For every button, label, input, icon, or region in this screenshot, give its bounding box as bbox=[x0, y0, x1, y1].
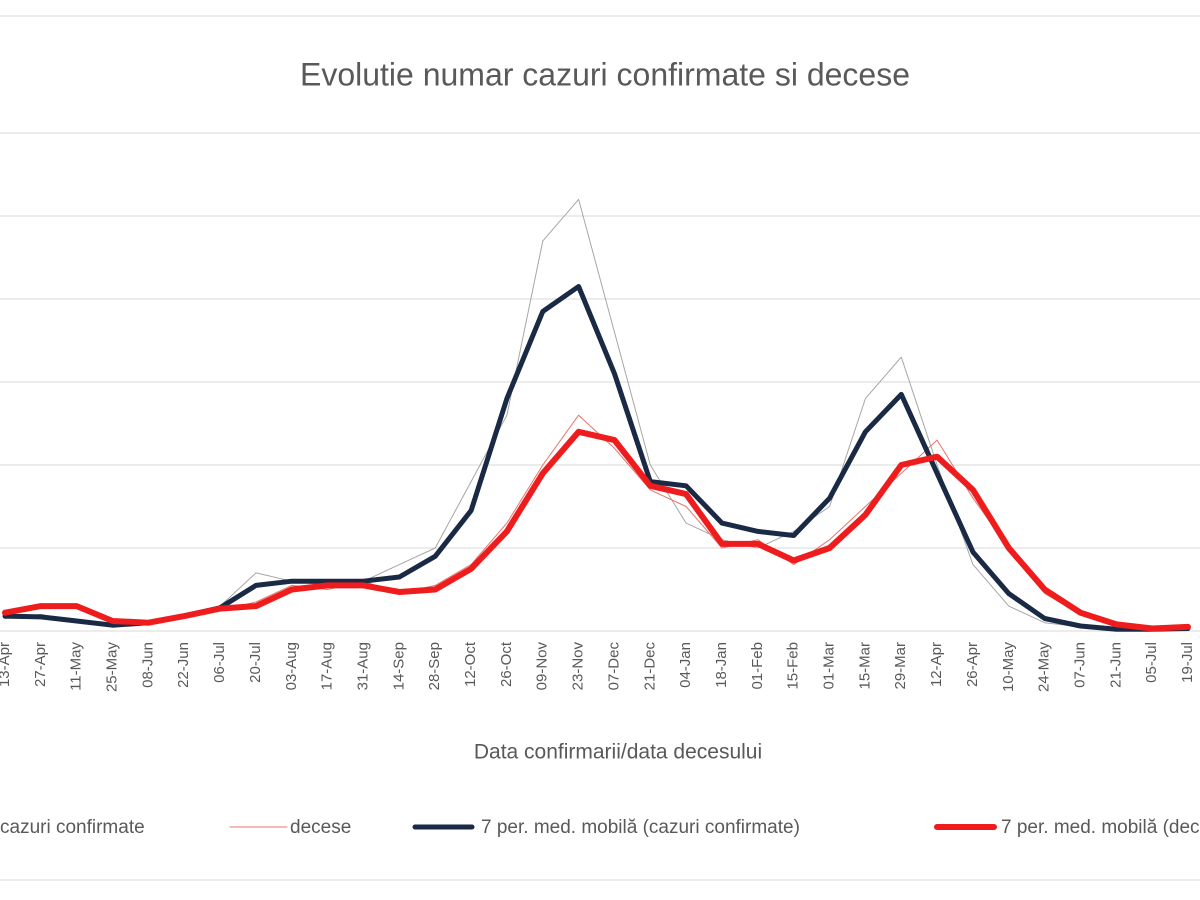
x-tick-label: 12-Apr bbox=[928, 642, 945, 687]
x-axis-label: Data confirmarii/data decesului bbox=[474, 741, 762, 764]
x-tick-label: 31-Aug bbox=[354, 642, 371, 690]
x-tick-label: 17-Aug bbox=[319, 642, 336, 690]
x-tick-label: 04-Jan bbox=[677, 642, 694, 688]
x-tick-label: 24-May bbox=[1036, 642, 1053, 693]
x-tick-label: 07-Jun bbox=[1071, 642, 1088, 688]
x-tick-label: 28-Sep bbox=[426, 642, 443, 690]
x-tick-label: 03-Aug bbox=[283, 642, 300, 690]
series-line bbox=[4, 198, 1189, 630]
x-tick-label: 19-Jul bbox=[1179, 642, 1196, 683]
legend: cazuri confirmate decese 7 per. med. mobil… bbox=[0, 817, 1200, 838]
x-tick-label: 21-Dec bbox=[641, 642, 658, 691]
legend-label: 7 per. med. mobilă (cazuri confirmate) bbox=[481, 817, 800, 838]
x-tick-label: 08-Jun bbox=[139, 642, 156, 688]
x-tick-label: 15-Feb bbox=[785, 642, 802, 690]
x-axis: 13-Apr 27-Apr 11-May 25-May 08-Jun 22-Jun 06-J… bbox=[0, 641, 1196, 692]
x-tick-label: 11-May bbox=[68, 642, 85, 691]
x-tick-label: 21-Jun bbox=[1107, 642, 1124, 688]
x-tick-label: 26-Oct bbox=[498, 641, 515, 687]
legend-label: decese bbox=[290, 817, 351, 838]
grid bbox=[0, 132, 1200, 632]
plot bbox=[2, 198, 1191, 632]
x-tick-label: 12-Oct bbox=[462, 641, 479, 687]
x-tick-label: 06-Jul bbox=[211, 642, 228, 683]
x-tick-label: 01-Mar bbox=[821, 642, 838, 690]
x-tick-label: 22-Jun bbox=[175, 642, 192, 688]
x-tick-label: 14-Sep bbox=[390, 642, 407, 690]
x-tick-label: 29-Mar bbox=[892, 642, 909, 690]
legend-label: 7 per. med. mobilă (decese) bbox=[1001, 817, 1200, 838]
x-tick-label: 05-Jul bbox=[1143, 642, 1160, 683]
x-tick-label: 27-Apr bbox=[32, 642, 49, 687]
chart-title: Evolutie numar cazuri confirmate si dece… bbox=[300, 56, 910, 92]
x-tick-label: 25-May bbox=[104, 642, 121, 693]
x-tick-label: 13-Apr bbox=[0, 642, 13, 687]
x-tick-label: 26-Apr bbox=[964, 642, 981, 687]
x-tick-label: 23-Nov bbox=[570, 642, 587, 691]
x-tick-label: 09-Nov bbox=[534, 642, 551, 691]
x-tick-label: 07-Dec bbox=[605, 642, 622, 691]
x-tick-label: 01-Feb bbox=[749, 642, 766, 690]
x-tick-label: 10-May bbox=[1000, 642, 1017, 693]
series-line bbox=[2, 284, 1191, 632]
legend-label: cazuri confirmate bbox=[0, 817, 145, 838]
series-line bbox=[2, 428, 1191, 632]
x-tick-label: 15-Mar bbox=[856, 642, 873, 690]
x-tick-label: 18-Jan bbox=[713, 642, 730, 688]
x-tick-label: 20-Jul bbox=[247, 642, 264, 683]
